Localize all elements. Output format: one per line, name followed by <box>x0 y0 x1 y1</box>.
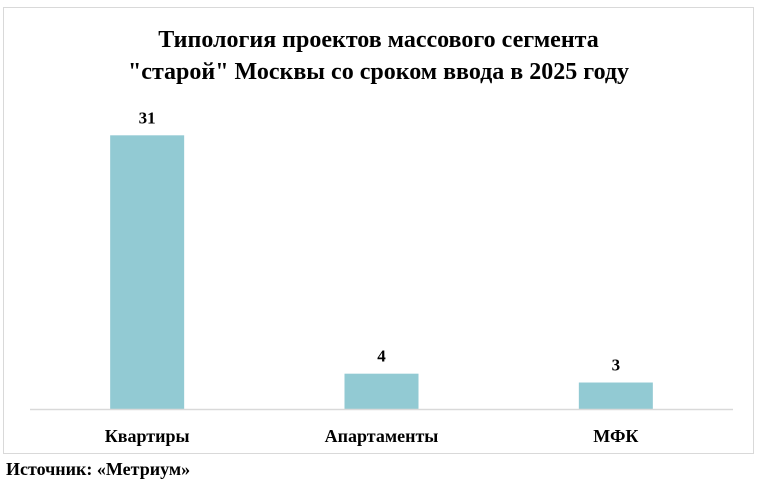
category-label-2: Апартаменты <box>325 426 439 446</box>
bars-layer <box>110 135 653 410</box>
chart-title-line-2: "старой" Москвы со сроком ввода в 2025 г… <box>127 59 630 85</box>
data-label-2: 4 <box>377 347 386 366</box>
bar-3 <box>578 382 653 409</box>
data-label-3: 3 <box>612 356 621 375</box>
bar-1 <box>110 135 185 410</box>
chart-title: Типология проектов массового сегмента "с… <box>3 24 754 88</box>
source-note: Источник: «Метриум» <box>6 459 191 479</box>
data-label-1: 31 <box>139 108 156 127</box>
category-label-1: Квартиры <box>105 426 190 446</box>
bar-2 <box>344 373 419 409</box>
category-label-3: МФК <box>593 426 638 446</box>
chart-title-line-1: Типология проектов массового сегмента <box>158 27 599 53</box>
data-labels-layer: 31 4 3 <box>139 108 620 374</box>
category-labels-layer: Квартиры Апартаменты МФК <box>105 426 639 446</box>
